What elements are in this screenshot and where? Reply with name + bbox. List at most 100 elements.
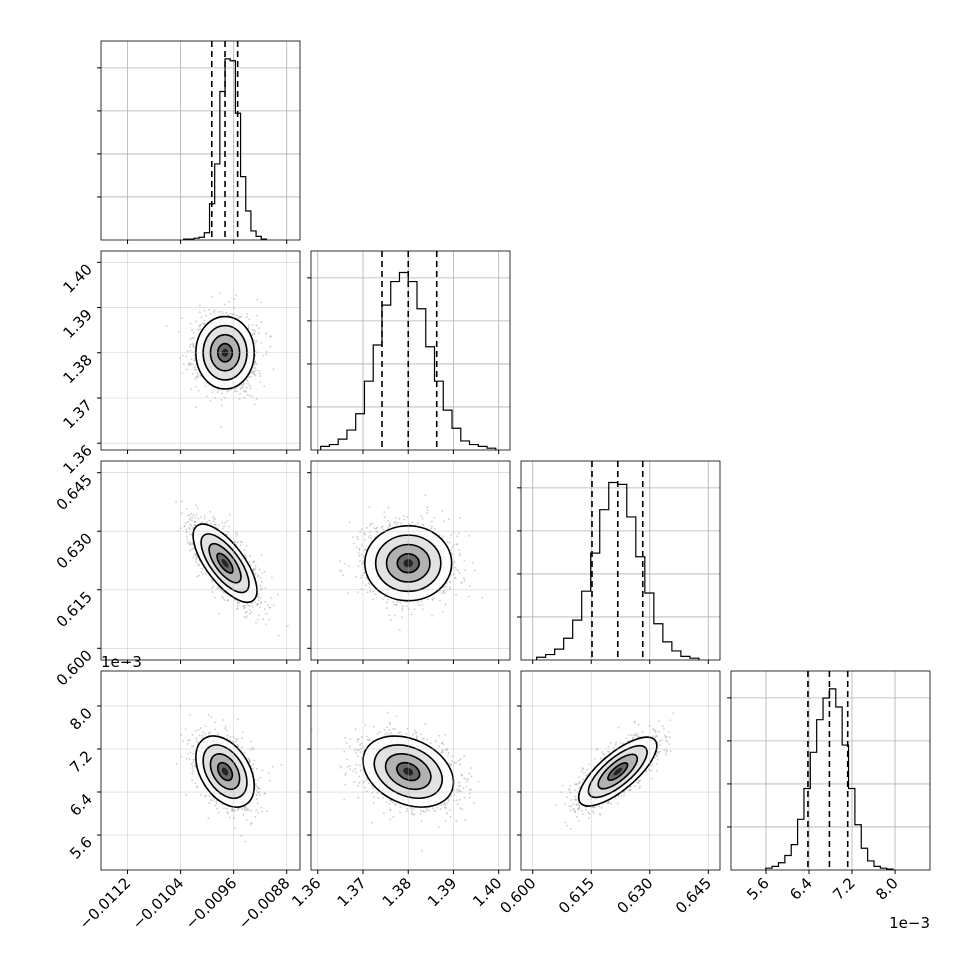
sample-point: [410, 613, 413, 616]
sample-point: [186, 350, 189, 353]
sample-point: [406, 515, 409, 518]
sample-point: [175, 500, 178, 503]
sample-point: [197, 373, 200, 376]
sample-point: [186, 520, 189, 523]
sample-point: [357, 565, 360, 568]
sample-point: [253, 366, 255, 369]
sample-point: [220, 426, 222, 428]
sample-point: [236, 607, 239, 609]
sample-point: [356, 538, 359, 541]
sample-point: [468, 585, 471, 587]
sample-point: [251, 328, 254, 331]
sample-point: [211, 591, 214, 593]
sample-point: [272, 604, 275, 607]
sample-point: [421, 517, 424, 520]
sample-point: [444, 603, 447, 606]
sample-point: [185, 508, 188, 510]
sample-point: [356, 535, 358, 538]
sample-point: [427, 598, 429, 601]
sample-point: [226, 390, 229, 393]
sample-point: [200, 570, 203, 573]
sample-point: [260, 553, 263, 556]
sample-point: [221, 595, 224, 598]
sample-point: [191, 516, 193, 519]
sample-point: [188, 514, 191, 516]
sample-point: [213, 309, 216, 312]
sample-point: [355, 546, 358, 549]
sample-point: [252, 605, 254, 608]
sample-point: [375, 527, 377, 530]
panel-frame: [310, 460, 511, 661]
sample-point: [371, 522, 374, 525]
sample-point: [393, 521, 396, 524]
sample-point: [462, 577, 465, 580]
scatter-panel-p1-p2: [310, 460, 511, 661]
sample-point: [192, 556, 195, 559]
sample-point: [255, 324, 258, 327]
sample-point: [235, 535, 238, 537]
sample-point: [189, 322, 192, 325]
sample-point: [248, 318, 250, 321]
sample-point: [417, 522, 420, 525]
sample-point: [197, 328, 199, 331]
sample-point: [439, 599, 441, 602]
sample-point: [370, 537, 373, 540]
sample-point: [234, 387, 237, 390]
sample-point: [221, 590, 224, 593]
sample-point: [192, 336, 195, 339]
sample-point: [433, 516, 436, 519]
panel-background: [101, 41, 300, 240]
sample-point: [272, 368, 275, 371]
sample-point: [262, 354, 264, 357]
sample-point: [211, 515, 214, 518]
sample-point: [195, 558, 198, 561]
sample-point: [246, 380, 249, 382]
sample-point: [449, 581, 452, 584]
sample-point: [204, 572, 207, 575]
sample-point: [199, 328, 201, 331]
sample-point: [449, 586, 451, 589]
sample-point: [240, 383, 243, 386]
sample-point: [195, 376, 197, 379]
sample-point: [441, 509, 444, 512]
sample-point: [361, 563, 363, 565]
sample-point: [186, 538, 189, 541]
sample-point: [357, 591, 359, 594]
sample-point: [264, 600, 267, 603]
sample-point: [421, 608, 424, 611]
sample-point: [183, 525, 186, 527]
sample-point: [191, 372, 194, 375]
sample-point: [255, 314, 258, 317]
sample-point: [196, 375, 199, 378]
panel-frame: [520, 460, 721, 661]
sample-point: [339, 560, 342, 563]
sample-point: [197, 517, 200, 520]
sample-point: [421, 604, 424, 607]
sample-point: [456, 543, 459, 546]
sample-point: [189, 362, 192, 365]
sample-point: [252, 569, 255, 572]
sample-point: [185, 528, 188, 531]
sample-point: [215, 523, 217, 526]
sample-point: [243, 607, 246, 610]
sample-point: [363, 571, 366, 574]
sample-point: [257, 332, 260, 334]
sample-point: [398, 517, 401, 520]
sample-point: [251, 324, 254, 327]
sample-point: [270, 576, 273, 579]
sample-point: [420, 600, 423, 603]
sample-point: [245, 390, 247, 393]
sample-point: [464, 569, 466, 571]
sample-point: [212, 585, 215, 587]
sample-point: [253, 339, 256, 341]
sample-point: [187, 514, 189, 517]
sample-point: [191, 547, 193, 550]
sample-point: [189, 533, 192, 536]
sample-point: [347, 592, 350, 595]
sample-point: [239, 315, 242, 318]
sample-point: [254, 329, 257, 332]
sample-point: [239, 392, 241, 395]
sample-point: [394, 521, 397, 523]
sample-point: [210, 579, 213, 581]
